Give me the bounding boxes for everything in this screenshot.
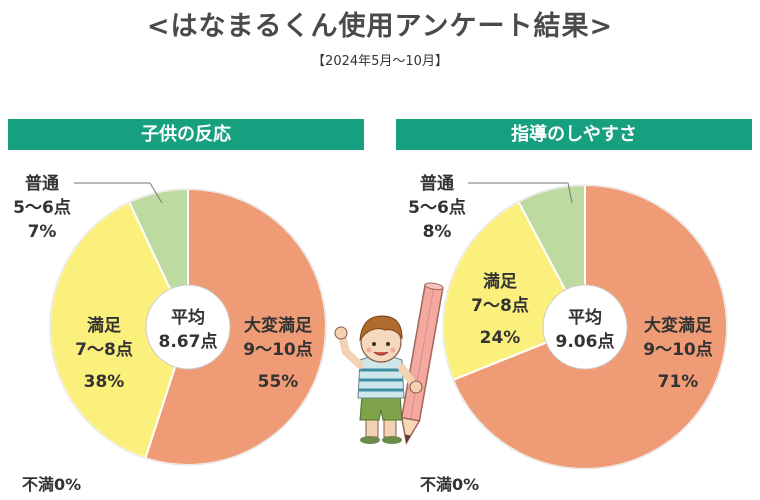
slice-label-normal-percent: 8% (423, 222, 452, 242)
slice-label-very-satisfied-range: 9～10点 (643, 339, 713, 360)
pie-outline (442, 184, 728, 470)
survey-period: 【2024年5月～10月】 (312, 54, 448, 69)
leader-line-normal (468, 182, 573, 204)
slice-label-normal-name: 普通 (420, 173, 454, 194)
slice-label-satisfied-range: 7～8点 (75, 339, 133, 360)
slice-label-very-satisfied-percent: 55% (258, 372, 299, 392)
pie-center-label: 平均 (568, 307, 602, 328)
page-title: <はなまるくん使用アンケート結果> (146, 11, 614, 42)
slice-label-satisfied-percent: 38% (84, 372, 125, 392)
dissatisfied-zero-note: 不満0% (420, 475, 479, 494)
slice-label-normal-name: 普通 (25, 173, 59, 194)
slice-label-very-satisfied-range: 9～10点 (243, 339, 313, 360)
slice-label-satisfied-name: 満足 (87, 315, 121, 336)
slice-label-satisfied-percent: 24% (480, 328, 521, 348)
pie-center-hole (145, 284, 231, 370)
slice-label-normal-percent: 7% (28, 222, 57, 242)
boy-with-pencil-illustration (334, 282, 444, 446)
pie-center-label: 平均 (171, 307, 205, 328)
slice-label-normal-range: 5～6点 (408, 197, 466, 218)
slice-label-very-satisfied-name: 大変満足 (644, 315, 712, 336)
leader-line-normal (74, 182, 163, 204)
slice-label-satisfied-range: 7～8点 (471, 295, 529, 316)
dissatisfied-zero-note: 不満0% (22, 475, 81, 494)
chart-title-right: 指導のしやすさ (396, 119, 752, 150)
pie-outline (49, 188, 327, 466)
slice-label-satisfied-name: 満足 (483, 271, 517, 292)
slice-label-normal-range: 5～6点 (13, 197, 71, 218)
pie-chart-left: 平均 8.67点 大変満足 9～10点 55% 満足 7～8点 38% 普通 5～6点 7% 不満0% (13, 173, 327, 494)
slice-label-very-satisfied-percent: 71% (658, 372, 699, 392)
pie-center-average: 8.67点 (159, 331, 218, 352)
pie-chart-right: 平均 9.06点 大変満足 9～10点 71% 満足 7～8点 24% 普通 5～6点 8% 不満0% (408, 173, 728, 494)
slice-label-very-satisfied-name: 大変満足 (244, 315, 312, 336)
chart-title-left: 子供の反応 (8, 119, 364, 150)
pie-center-hole (542, 284, 628, 370)
pie-center-average: 9.06点 (556, 331, 615, 352)
